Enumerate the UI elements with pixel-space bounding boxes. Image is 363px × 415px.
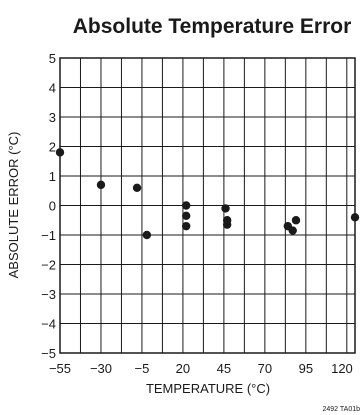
x-tick-label: −30 [90,361,112,376]
grid [59,57,355,354]
y-tick-label: −4 [41,317,56,332]
y-tick-label: 2 [49,140,56,155]
y-tick-label: 4 [49,81,56,96]
data-point [96,180,106,190]
figure-footnote: 2492 TA01b [323,406,361,413]
y-tick-label: 1 [49,169,56,184]
data-point [142,230,152,240]
data-point [132,183,142,192]
x-tick-label: −55 [49,361,71,376]
y-tick-label: −1 [41,228,56,243]
data-point [291,216,301,225]
y-tick-label: −5 [41,346,56,361]
data-point [181,221,191,231]
y-tick-label: 3 [49,110,56,125]
y-axis-label: ABSOLUTE ERROR (°C) [6,132,21,279]
y-tick-label: 5 [49,51,56,66]
plot-frame [59,57,356,354]
y-tick-label: −2 [41,258,56,273]
x-tick-label: 70 [258,361,272,376]
y-tick-label: −3 [41,287,56,302]
x-axis-label: TEMPERATURE (°C) [146,381,270,396]
data-point [222,220,232,229]
x-tick-label: 120 [331,361,353,376]
data-point [288,226,297,235]
data-point [181,211,191,221]
y-tick-label: 0 [49,199,56,214]
chart-title: Absolute Temperature Error [73,15,352,38]
x-tick-label: 95 [299,361,313,376]
x-tick-label: 20 [176,361,190,376]
data-point [181,201,191,210]
y-tick-labels: 5 4 3 2 1 0 −1 −2 −3 −4 −5 [41,51,56,361]
x-tick-label: 45 [217,361,231,376]
x-tick-label: −5 [135,361,150,376]
x-tick-labels: −55 −30 −5 20 45 70 95 120 [49,361,353,376]
data-point [221,204,230,213]
